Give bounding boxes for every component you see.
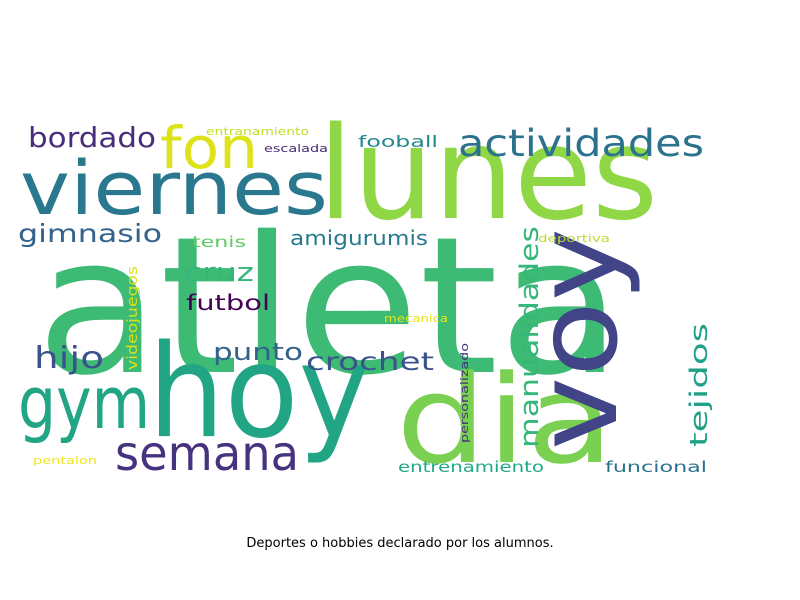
word-atleta: atleta <box>36 196 622 417</box>
word-funcional: funcional <box>605 458 707 476</box>
word-actividades: actividades <box>458 122 704 165</box>
word-tenis: tenis <box>192 233 246 251</box>
word-deportiva: deportiva <box>538 232 610 245</box>
word-bordado: bordado <box>28 121 156 154</box>
word-mecanica: mecanica <box>384 312 448 325</box>
word-videojuegos: videojuegos <box>125 266 141 370</box>
word-manualidades: manualidades <box>515 226 545 448</box>
word-hoy: hoy <box>148 318 370 467</box>
figure-caption: Deportes o hobbies declarado por los alu… <box>246 536 554 551</box>
word-pentalon: pentalon <box>33 454 97 467</box>
word-gimnasio: gimnasio <box>18 219 162 248</box>
word-entrenamiento: entrenamiento <box>398 458 544 476</box>
word-tejidos: tejidos <box>685 323 713 447</box>
word-entranamiento: entranamiento <box>206 125 309 138</box>
word-futbol: futbol <box>186 291 270 315</box>
word-crochet: crochet <box>306 347 434 376</box>
word-punto: punto <box>213 338 303 366</box>
word-voy: voy <box>513 228 643 450</box>
word-personalizado: personalizado <box>458 343 471 443</box>
word-cruz: cruz <box>184 258 254 288</box>
word-semana: semana <box>115 426 299 482</box>
word-hijo: hijo <box>34 341 104 376</box>
word-dia: dia <box>396 349 614 491</box>
word-fon: fon <box>160 114 258 182</box>
word-escalada: escalada <box>264 142 328 155</box>
word-gym: gym <box>18 361 150 445</box>
word-viernes: viernes <box>20 146 328 232</box>
word-fooball: fooball <box>358 132 438 151</box>
word-lunes: lunes <box>318 100 658 249</box>
word-amigurumis: amigurumis <box>290 226 428 250</box>
